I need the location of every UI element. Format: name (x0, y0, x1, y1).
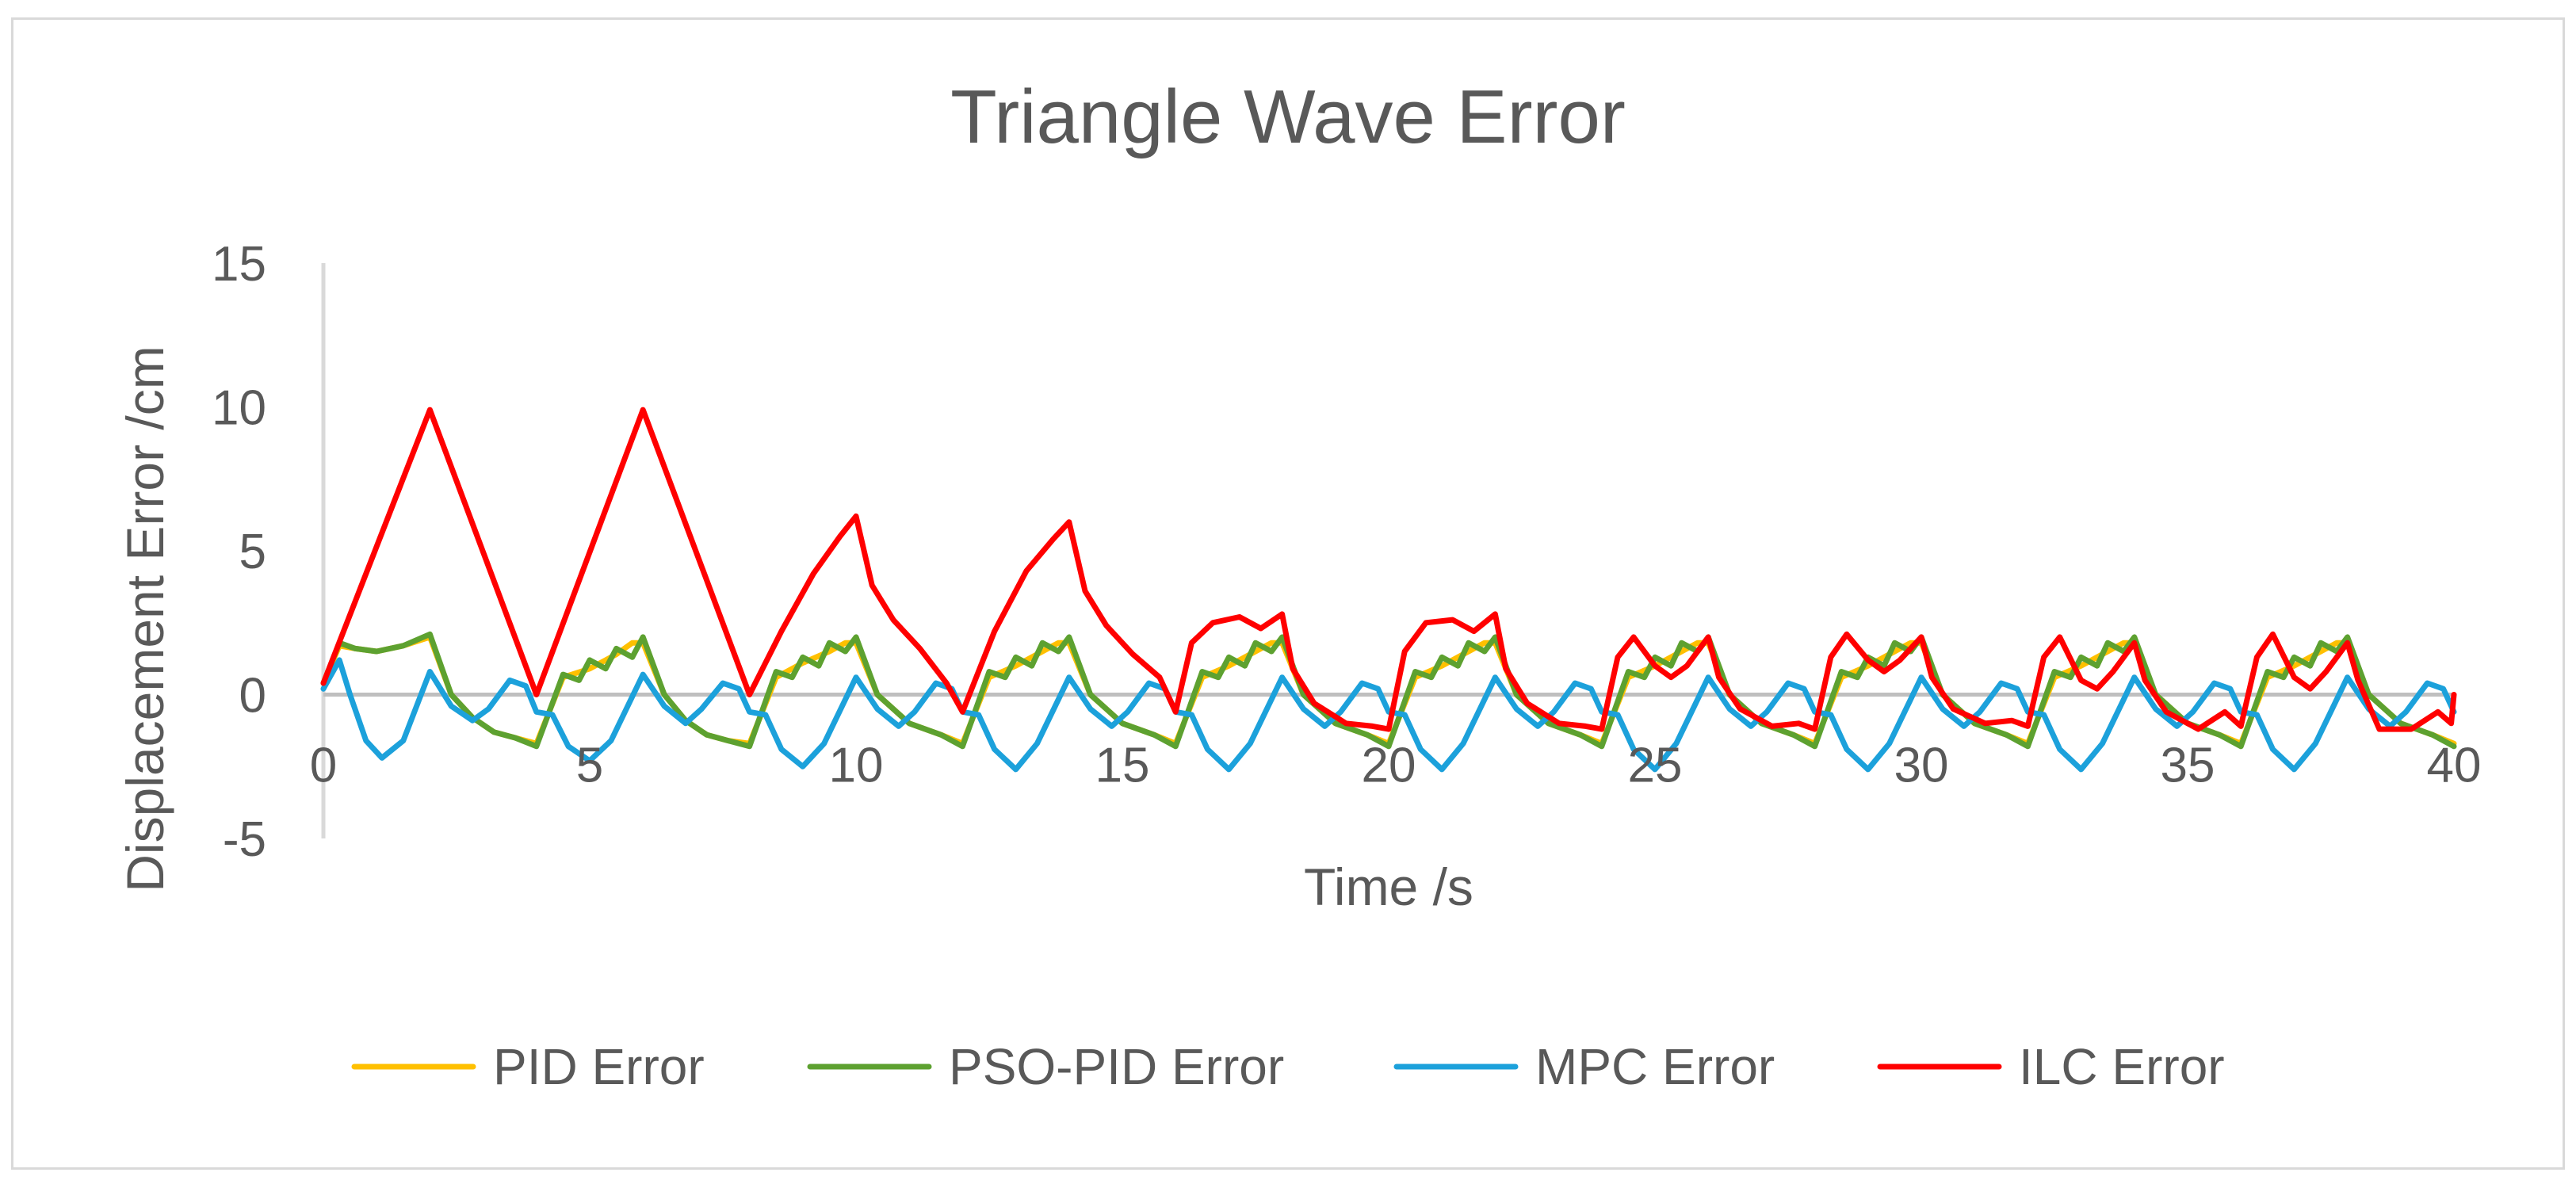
y-tick-label: 15 (212, 237, 266, 292)
chart-frame (11, 17, 2565, 1170)
legend-label-pso-pid-error: PSO-PID Error (949, 1038, 1284, 1095)
x-tick-label: 25 (1628, 739, 1683, 793)
series-line-mpc-error (320, 657, 2457, 773)
chart-title: Triangle Wave Error (950, 74, 1626, 159)
legend-label-pid-error: PID Error (493, 1038, 705, 1095)
x-tick-label: 10 (829, 739, 884, 793)
x-tick-label: 20 (1362, 739, 1416, 793)
x-tick-label: 40 (2427, 739, 2482, 793)
y-axis-label: Displacement Error /cm (116, 346, 174, 892)
x-tick-label: 30 (1894, 739, 1949, 793)
legend-label-ilc-error: ILC Error (2019, 1038, 2225, 1095)
x-axis-label: Time /s (1304, 857, 1473, 916)
x-tick-label: 0 (310, 739, 337, 793)
y-tick-label: 10 (212, 381, 266, 436)
tick-label-layer: -5 0 5 10 15 0 5 10 15 20 25 30 35 40 (212, 237, 2481, 867)
y-tick-label: -5 (223, 812, 266, 867)
axes-layer (321, 263, 2454, 838)
legend-label-mpc-error: MPC Error (1535, 1038, 1775, 1095)
x-tick-label: 35 (2161, 739, 2215, 793)
series-line-ilc-error (320, 407, 2457, 732)
series-line-pso-pid-error (320, 631, 2457, 750)
x-tick-label: 5 (576, 739, 603, 793)
y-tick-label: 5 (239, 525, 266, 579)
x-tick-label: 15 (1095, 739, 1150, 793)
legend: PID Error PSO-PID Error MPC Error ILC Error (351, 1038, 2225, 1095)
y-tick-label: 0 (239, 669, 266, 724)
series-layer (320, 407, 2457, 773)
